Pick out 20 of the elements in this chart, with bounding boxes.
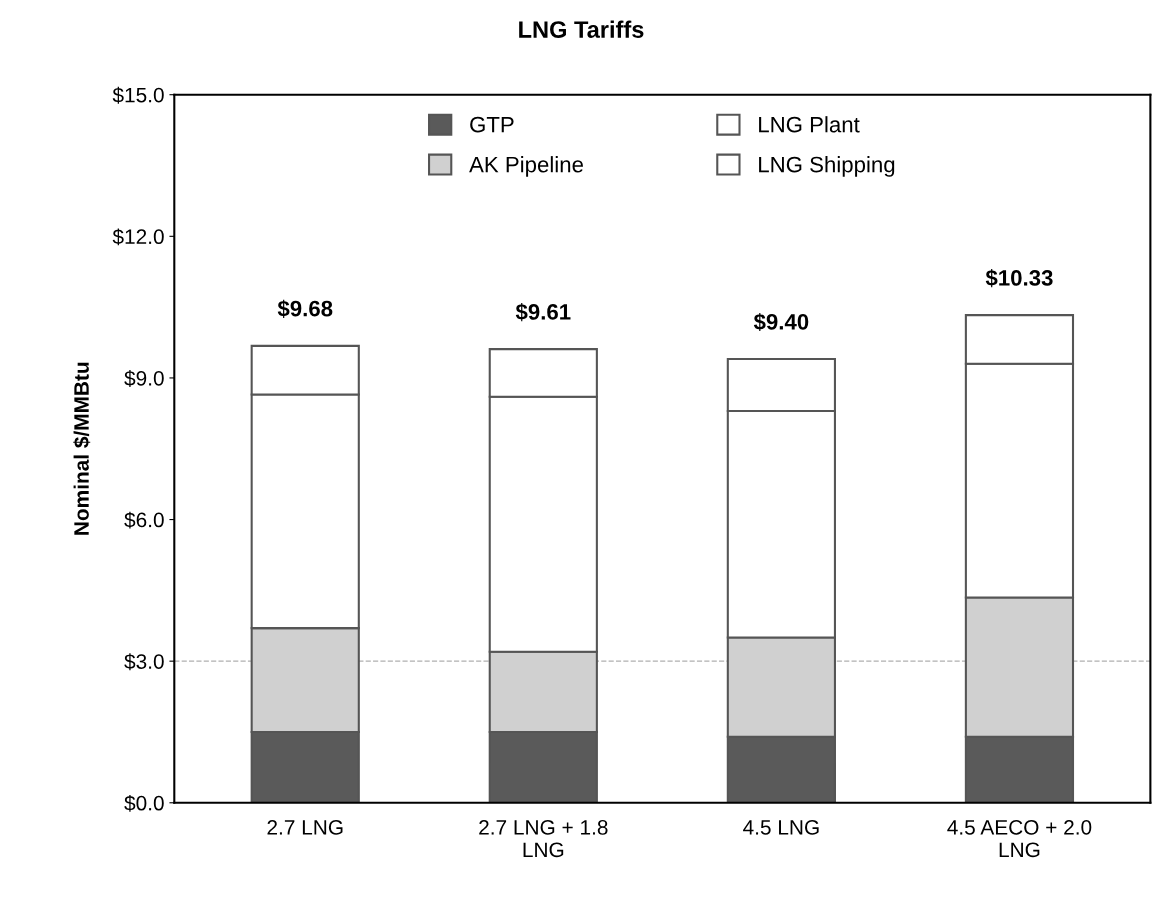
x-tick-label: 2.7 LNG: [267, 820, 343, 835]
legend-label: LNG Plant: [759, 116, 860, 133]
y-tick-label: $9.0: [124, 370, 164, 387]
chart-title: LNG Tariffs: [519, 20, 644, 38]
y-tick-label: $6.0: [124, 511, 164, 529]
y-tick-label: $12.0: [112, 228, 164, 246]
total-label: $9.68: [277, 299, 333, 318]
y-tick-label: $3.0: [124, 653, 164, 671]
legend-label: LNG Shipping: [759, 156, 895, 177]
total-label: $9.40: [753, 312, 809, 332]
legend-label: AK Pipeline: [469, 156, 583, 177]
y-tick-label: $0.0: [124, 794, 164, 812]
y-tick-label: $15.0: [112, 86, 164, 104]
y-axis-title: Nominal $/MMBtu: [73, 362, 91, 535]
x-tick-label: 2.7 LNG + 1.8 LNG: [479, 820, 608, 858]
legend-label: GTP: [470, 116, 514, 133]
x-tick-label: 4.5 AECO + 2.0 LNG: [947, 820, 1092, 858]
x-tick-label: 4.5 LNG: [743, 820, 819, 835]
total-label: $10.33: [985, 269, 1053, 288]
total-label: $9.61: [515, 303, 571, 322]
